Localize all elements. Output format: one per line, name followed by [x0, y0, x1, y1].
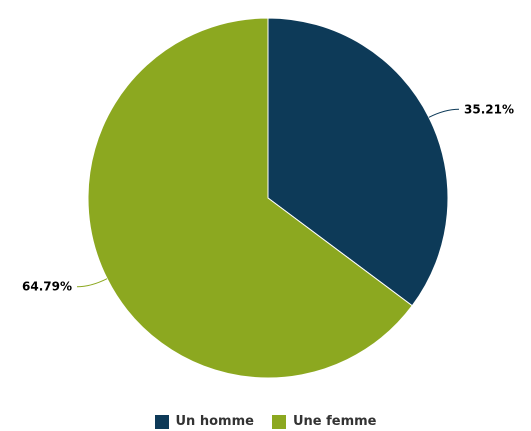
label-connectors — [76, 108, 460, 288]
legend-swatch-un-homme — [154, 414, 169, 429]
data-label-un-homme: 35.21% — [464, 102, 514, 116]
legend-item-un-homme[interactable]: Un homme — [154, 414, 254, 429]
pie-slices — [87, 17, 449, 379]
legend-item-une-femme[interactable]: Une femme — [271, 414, 377, 429]
data-label-une-femme: 64.79% — [22, 280, 72, 294]
connector-un-homme — [428, 108, 460, 118]
legend-label-une-femme: Une femme — [292, 414, 377, 429]
data-labels: 35.21% 64.79% — [22, 102, 514, 293]
legend-label-un-homme: Un homme — [175, 414, 254, 429]
pie-slice-un-homme[interactable] — [267, 17, 449, 307]
legend: Un homme Une femme — [0, 414, 531, 429]
connector-une-femme — [76, 278, 108, 288]
legend-swatch-une-femme — [271, 414, 286, 429]
